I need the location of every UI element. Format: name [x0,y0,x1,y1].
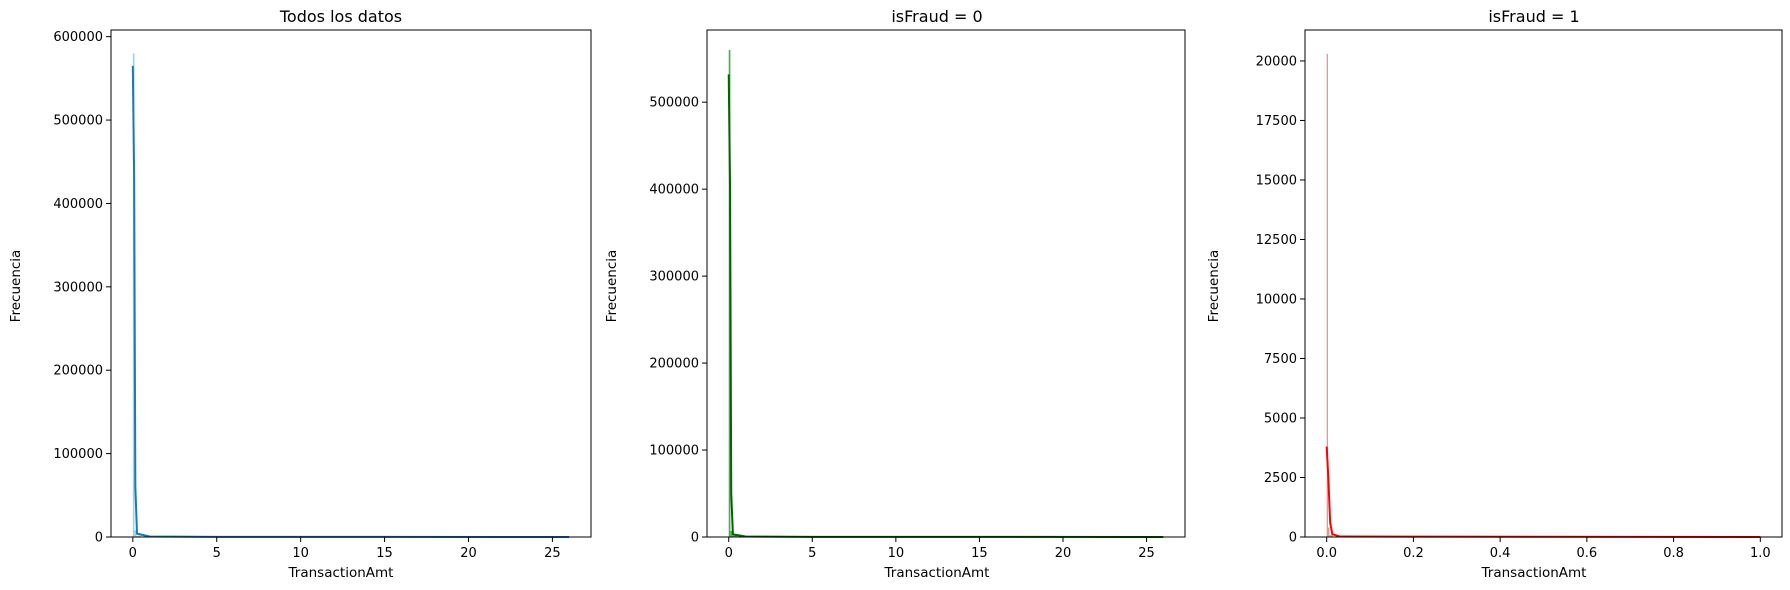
y-tick-label: 400000 [649,183,699,198]
axes-frame [706,29,1186,538]
y-axis-label-1: Frecuencia [8,250,24,323]
histogram-bar [134,530,137,537]
histogram-bar [1329,535,1334,537]
y-tick-label: 5000 [1264,411,1297,426]
x-axis-label-3: TransactionAmt [1481,565,1587,581]
histogram-bar [136,535,142,537]
panel-2: 0 5 10 15 20 25 0 100000 200000 300000 400000 50000… [604,7,1186,581]
histogram-bar [730,530,733,537]
kde-line [727,74,1164,538]
x-tick-label: 0.6 [1577,546,1598,561]
x-tick-label: 5 [213,546,221,561]
y-tick-label: 500000 [649,96,699,111]
plot-area-1: 0 5 10 15 20 25 0 100000 200000 300000 400000 50000… [53,29,592,561]
kde-line [1325,446,1761,538]
y-tick-label: 200000 [649,357,699,372]
y-tick-label: 15000 [1256,173,1297,188]
y-tick-label: 0 [691,531,699,546]
y-tick-label: 12500 [1256,233,1297,248]
y-tick-label: 0 [95,531,103,546]
plot-area-3: 0.0 0.2 0.4 0.6 0.8 1.0 0 2500 5000 7500 10000 1250… [1256,29,1783,561]
x-tick-label: 20 [460,546,477,561]
x-tick-label: 0 [725,546,733,561]
x-axis-label-2: TransactionAmt [884,565,990,581]
x-tick-label: 25 [544,546,561,561]
y-tick-label: 300000 [649,270,699,285]
histogram-bar [732,535,738,537]
axes-frame [1304,29,1783,538]
chart-title-1: Todos los datos [279,7,402,26]
histogram-bar [1326,53,1328,537]
y-tick-label: 20000 [1256,54,1297,69]
x-tick-label: 0.0 [1316,546,1337,561]
y-tick-label: 2500 [1264,471,1297,486]
y-tick-label: 0 [1289,531,1297,546]
y-tick-label: 100000 [53,447,103,462]
chart-title-3: isFraud = 1 [1488,7,1579,26]
y-tick-label: 17500 [1256,114,1297,129]
x-tick-label: 0.2 [1403,546,1424,561]
x-tick-label: 10 [292,546,309,561]
y-axis-label-3: Frecuencia [1206,250,1222,323]
y-tick-label: 7500 [1264,352,1297,367]
y-tick-label: 10000 [1256,292,1297,307]
panel-1: 0 5 10 15 20 25 0 100000 200000 300000 400000 50000… [8,7,592,581]
x-tick-label: 10 [888,546,905,561]
x-tick-label: 20 [1055,546,1072,561]
histogram-bar [1327,527,1330,537]
kde-line [131,65,570,538]
x-tick-label: 0 [129,546,137,561]
y-tick-label: 300000 [53,280,103,295]
x-tick-label: 25 [1138,546,1155,561]
y-tick-label: 500000 [53,114,103,129]
x-tick-label: 0.4 [1490,546,1511,561]
y-tick-label: 600000 [53,30,103,45]
x-axis-label-1: TransactionAmt [288,565,394,581]
x-tick-label: 5 [808,546,816,561]
y-tick-label: 200000 [53,364,103,379]
chart-title-2: isFraud = 0 [891,7,982,26]
x-tick-label: 15 [971,546,988,561]
panel-3: 0.0 0.2 0.4 0.6 0.8 1.0 0 2500 5000 7500 10000 1250… [1206,7,1783,581]
y-tick-label: 400000 [53,197,103,212]
axes-frame [110,29,592,538]
y-axis-label-2: Frecuencia [604,250,620,323]
x-tick-label: 0.8 [1663,546,1684,561]
plot-area-2: 0 5 10 15 20 25 0 100000 200000 300000 400000 50000… [649,29,1186,561]
y-tick-label: 100000 [649,444,699,459]
x-tick-label: 1.0 [1750,546,1771,561]
x-tick-label: 15 [376,546,393,561]
